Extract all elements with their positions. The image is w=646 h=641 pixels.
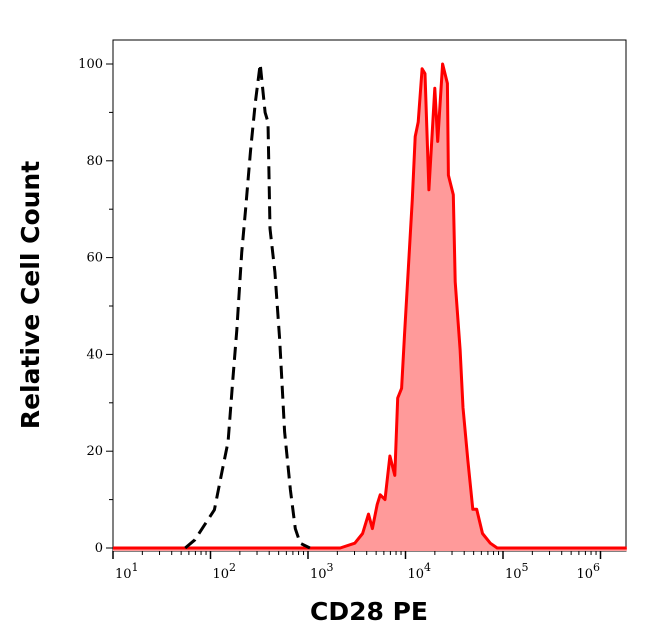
- y-tick-label: 0: [95, 541, 103, 556]
- x-tick-label: 102: [213, 561, 237, 582]
- x-tick-label: 106: [577, 561, 601, 582]
- x-tick-label: 103: [310, 561, 334, 582]
- y-axis-title: Relative Cell Count: [16, 161, 45, 429]
- y-tick-label: 100: [78, 57, 103, 72]
- series-fill-cd28-pe: [113, 64, 627, 551]
- x-tick-label: 101: [115, 561, 139, 582]
- x-axis-title: CD28 PE: [310, 597, 428, 626]
- y-tick-label: 40: [86, 347, 103, 362]
- plot-frame: [112, 39, 627, 552]
- x-tick-label: 105: [505, 561, 529, 582]
- x-tick-label: 104: [408, 561, 432, 582]
- y-tick-label: 60: [86, 251, 103, 266]
- series-line-isotype-control: [184, 62, 311, 550]
- series-layer: [113, 62, 627, 551]
- y-tick-label: 80: [86, 154, 103, 169]
- axes-layer: 101 102 103 104 105 106 0 20 40 60 80 100: [78, 57, 602, 582]
- series-line-cd28-pe: [113, 62, 627, 550]
- y-tick-label: 20: [86, 444, 103, 459]
